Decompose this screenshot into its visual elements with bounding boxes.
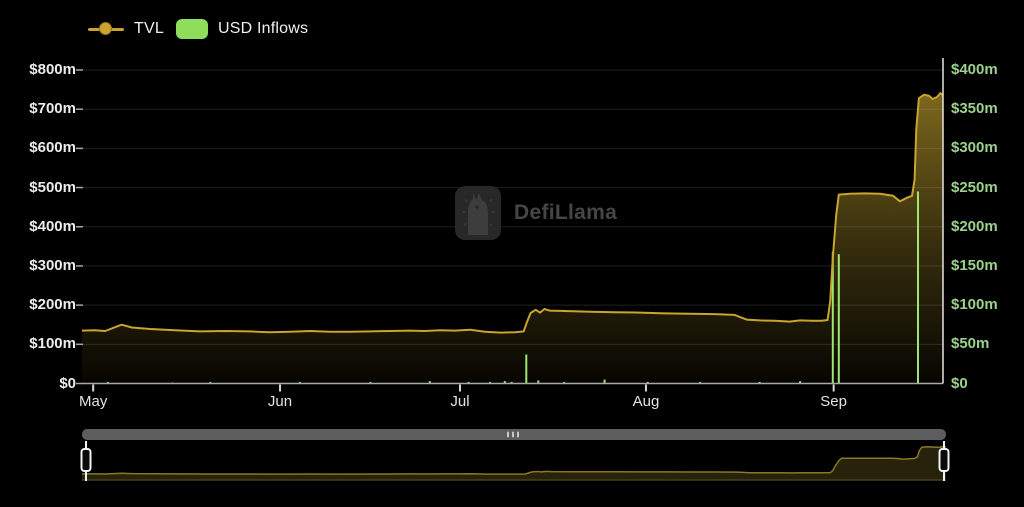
usd-inflow-bar[interactable]: [503, 381, 506, 384]
usd-inflow-bar[interactable]: [699, 381, 702, 384]
month-tick-label: May: [79, 393, 108, 410]
chart-legend: TVL USD Inflows: [88, 15, 308, 43]
usd-inflow-bar[interactable]: [467, 381, 470, 384]
right-tick-label: $100m: [951, 296, 998, 314]
month-tick-label: Aug: [632, 393, 660, 410]
scrollbar-grip-icon[interactable]: [512, 431, 514, 438]
usd-inflow-bar[interactable]: [837, 254, 840, 384]
usd-inflow-bar[interactable]: [489, 381, 492, 384]
usd-inflow-bar[interactable]: [298, 381, 301, 384]
month-tick-label: Sep: [820, 393, 847, 410]
navigator-handle-right[interactable]: [938, 448, 950, 472]
month-tick-label: Jul: [450, 393, 470, 410]
navigator-area[interactable]: [82, 446, 946, 480]
legend-item-tvl[interactable]: TVL: [88, 20, 164, 38]
usd-inflow-bar[interactable]: [917, 191, 919, 384]
scrollbar-grip-icon[interactable]: [517, 431, 519, 438]
left-tick-label: $100m: [29, 335, 76, 353]
legend-tvl-label: TVL: [134, 20, 164, 37]
right-tick-label: $150m: [951, 256, 998, 274]
legend-item-usd-inflows[interactable]: USD Inflows: [175, 19, 309, 39]
right-tick-label: $250m: [951, 178, 998, 196]
navigator-handle-left[interactable]: [80, 448, 92, 472]
usd-inflow-bar[interactable]: [209, 381, 212, 384]
left-tick-label: $700m: [29, 100, 76, 118]
right-tick-label: $50m: [951, 335, 990, 353]
legend-inflows-label: USD Inflows: [217, 20, 309, 37]
usd-inflow-bar[interactable]: [646, 381, 649, 384]
usd-inflow-bar[interactable]: [603, 379, 606, 384]
right-tick-label: $0: [951, 374, 968, 392]
tvl-line-dot-icon: [88, 22, 124, 36]
left-tick-label: $200m: [29, 296, 76, 314]
usd-inflow-bar[interactable]: [537, 380, 540, 384]
usd-inflow-bar[interactable]: [369, 381, 372, 384]
month-tick-label: Jun: [267, 393, 293, 410]
inflows-swatch-icon: [175, 19, 208, 39]
right-tick-label: $400m: [951, 61, 998, 78]
left-tick-label: $300m: [29, 256, 76, 274]
usd-inflow-bar[interactable]: [799, 381, 802, 384]
left-tick-label: $0: [59, 374, 76, 392]
tvl-area: [82, 93, 943, 384]
usd-inflow-bar[interactable]: [563, 381, 566, 384]
right-tick-label: $200m: [951, 217, 998, 235]
usd-inflow-bar[interactable]: [758, 381, 761, 384]
left-tick-label: $600m: [29, 139, 76, 157]
left-tick-label: $500m: [29, 178, 76, 196]
usd-inflow-bar[interactable]: [525, 354, 528, 384]
right-tick-label: $350m: [951, 100, 998, 118]
navigator-line: [82, 445, 947, 475]
scrollbar-grip-icon[interactable]: [507, 431, 509, 438]
left-tick-label: $800m: [29, 61, 76, 78]
usd-inflow-bar[interactable]: [106, 381, 109, 384]
usd-inflow-bar[interactable]: [428, 381, 431, 384]
left-tick-label: $400m: [29, 217, 76, 235]
right-tick-label: $300m: [951, 139, 998, 157]
usd-inflow-bar[interactable]: [831, 251, 834, 384]
usd-inflow-bar[interactable]: [510, 381, 513, 384]
tvl-line[interactable]: [81, 92, 944, 334]
